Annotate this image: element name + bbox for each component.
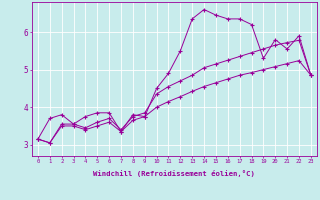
X-axis label: Windchill (Refroidissement éolien,°C): Windchill (Refroidissement éolien,°C): [93, 170, 255, 177]
